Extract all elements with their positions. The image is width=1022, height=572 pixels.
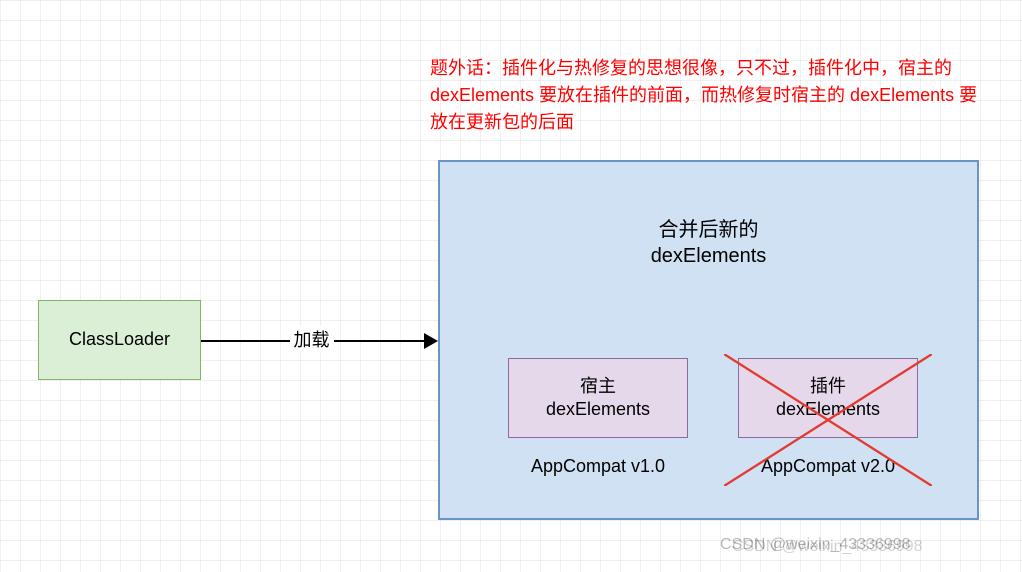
plugin-dexelements-node: 插件 dexElements	[738, 358, 918, 438]
plugin-line1: 插件	[776, 375, 880, 398]
host-caption: AppCompat v1.0	[508, 456, 688, 477]
host-dexelements-node: 宿主 dexElements	[508, 358, 688, 438]
annotation-text: 题外话：插件化与热修复的思想很像，只不过，插件化中，宿主的 dexElement…	[430, 55, 990, 136]
host-line2: dexElements	[546, 398, 650, 421]
classloader-node: ClassLoader	[38, 300, 201, 380]
plugin-line2: dexElements	[776, 398, 880, 421]
host-line1: 宿主	[546, 375, 650, 398]
container-title-line1: 合并后新的	[651, 217, 767, 243]
classloader-label: ClassLoader	[69, 328, 170, 351]
container-title: 合并后新的 dexElements	[651, 217, 767, 269]
plugin-caption: AppCompat v2.0	[738, 456, 918, 477]
load-arrow-head	[424, 333, 438, 349]
container-title-line2: dexElements	[651, 243, 767, 269]
diagram-canvas: 题外话：插件化与热修复的思想很像，只不过，插件化中，宿主的 dexElement…	[0, 0, 1022, 572]
watermark-front: CSDN @weixin_43336998	[720, 536, 911, 554]
load-arrow-label: 加载	[290, 326, 334, 352]
